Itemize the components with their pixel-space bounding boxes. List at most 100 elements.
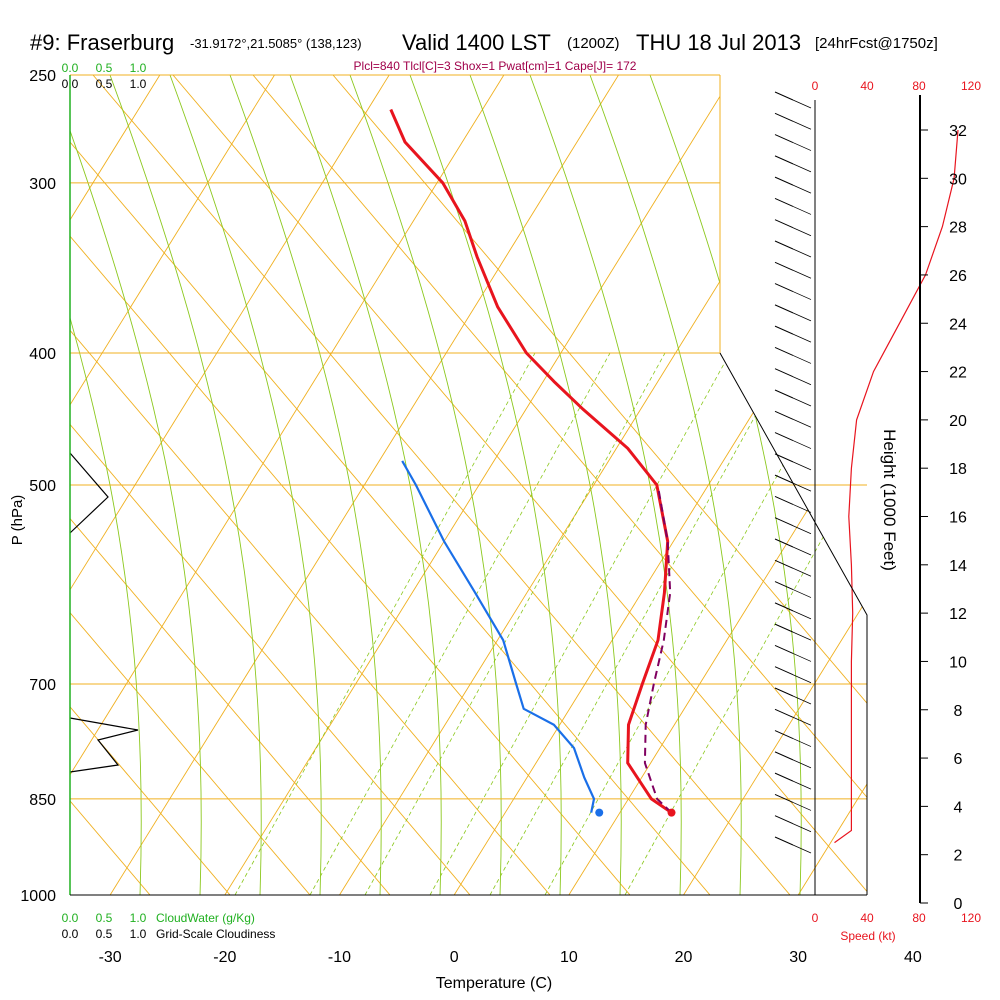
wind-barb (774, 112, 794, 122)
isotherm-line (665, 75, 867, 895)
wind-barb-shaft (792, 163, 812, 173)
cloudiness-profile-upper (69, 452, 109, 534)
wind-barb-shaft (792, 504, 812, 513)
wind-barb (774, 134, 794, 144)
y-tick-label: 300 (29, 176, 56, 193)
height-tick-label: 30 (949, 171, 967, 188)
wind-barb-shaft (792, 461, 812, 471)
cloudiness-profile-lower (69, 717, 139, 773)
cloud-top-tick-green: 1.0 (130, 61, 147, 75)
isotherm-line (70, 75, 405, 895)
dry-adiabat-line (70, 75, 311, 895)
wind-barb (774, 474, 794, 484)
wind-barb (774, 666, 794, 676)
height-tick-label: 10 (949, 654, 967, 671)
height-axis-label: Height (1000 Feet) (880, 429, 899, 571)
wind-barb (774, 815, 794, 825)
wind-barb (774, 368, 794, 378)
cloudiness-label: Grid-Scale Cloudiness (156, 927, 275, 941)
height-tick-label: 2 (954, 848, 963, 865)
wind-barb-shaft (792, 291, 812, 300)
wind-barb-shaft (792, 482, 812, 492)
wind-barb (774, 283, 794, 293)
wind-barb-shaft (792, 206, 812, 215)
isobar-lines (70, 74, 867, 896)
height-tick-label: 14 (949, 558, 967, 575)
mixing-ratio-line (624, 352, 867, 895)
wind-barb (774, 197, 794, 207)
height-tick-label: 20 (949, 413, 967, 430)
wind-barb-shaft (792, 546, 812, 556)
wind-barb-shaft (792, 759, 812, 769)
wind-barb-shaft (792, 525, 812, 535)
isotherm-line (435, 75, 867, 895)
sounding-series (389, 108, 676, 817)
cloud-bottom-tick-green: 1.0 (130, 911, 147, 925)
speed-tick-label: 0 (812, 79, 819, 93)
height-tick-label: 8 (954, 703, 963, 720)
mixing-ratio-line (544, 352, 846, 895)
y-axis-label: P (hPa) (9, 495, 26, 546)
x-tick-label: 30 (789, 949, 807, 966)
height-tick-label: 26 (949, 268, 967, 285)
wind-barb (774, 325, 794, 335)
x-tick-label: 40 (904, 949, 922, 966)
wind-barb-shaft (792, 333, 812, 343)
x-tick-label: 0 (450, 949, 459, 966)
wind-barb (774, 730, 794, 740)
wind-barb-shaft (792, 780, 812, 790)
height-tick-label: 6 (954, 751, 963, 768)
mixing-ratio-line (364, 352, 666, 895)
stability-indices: Plcl=840 Tlcl[C]=3 Shox=1 Pwat[cm]=1 Cap… (354, 59, 637, 73)
wind-barb-shaft (792, 184, 812, 194)
cloud-bottom-tick-black: 0.5 (96, 927, 113, 941)
forecast-label: [24hrFcst@1750z] (815, 35, 938, 52)
wind-barb (774, 261, 794, 271)
x-tick-label: 20 (675, 949, 693, 966)
isotherm-line (206, 75, 749, 895)
wind-barb (774, 495, 794, 505)
cloud-top-tick-green: 0.5 (96, 61, 113, 75)
x-tick-label: -10 (328, 949, 351, 966)
wind-barb (774, 304, 794, 314)
wind-barb-shaft (792, 589, 812, 598)
x-tick-label: -20 (213, 949, 236, 966)
wind-barb (774, 453, 794, 463)
wind-barb (774, 346, 794, 356)
wind-barb (774, 176, 794, 186)
series-line-parcel (643, 490, 673, 814)
date-label: THU 18 Jul 2013 (636, 30, 801, 55)
wind-barb-shaft (792, 695, 812, 705)
y-tick-label: 250 (29, 68, 56, 85)
speed-tick-label: 120 (961, 911, 981, 925)
height-tick-label: 32 (949, 123, 967, 140)
speed-tick-label: 40 (860, 911, 874, 925)
y-tick-label: 1000 (20, 888, 56, 905)
wind-barb-shaft (792, 418, 812, 428)
y-tick-label: 500 (29, 478, 56, 495)
cloud-bottom-tick-black: 1.0 (130, 927, 147, 941)
wind-barb-shaft (792, 844, 812, 854)
y-tick-label: 850 (29, 792, 56, 809)
wind-barb (774, 836, 794, 846)
wind-barb (774, 240, 794, 250)
series-line-dew-point (401, 460, 596, 813)
height-tick-label: 12 (949, 606, 967, 623)
wind-barb-shaft (792, 567, 812, 577)
wind-barb-shaft (792, 227, 812, 237)
mixing-ratio-line (309, 352, 611, 895)
wind-barb (774, 91, 794, 101)
wind-barb (774, 155, 794, 165)
wind-barb-shaft (792, 440, 812, 449)
height-tick-label: 18 (949, 461, 967, 478)
wind-barb (774, 517, 794, 527)
cloud-profile: 0.0 0.5 1.00.0 0.5 1.00.0 0.5 1.00.0 0.5 1.0 (62, 61, 147, 941)
cloudwater-label: CloudWater (g/Kg) (156, 911, 255, 925)
height-tick-label: 28 (949, 220, 967, 237)
utc-time: (1200Z) (567, 35, 620, 52)
wind-barb-shaft (792, 312, 812, 322)
isotherm-line (895, 51, 1000, 924)
mixing-ratio-line (489, 352, 791, 895)
